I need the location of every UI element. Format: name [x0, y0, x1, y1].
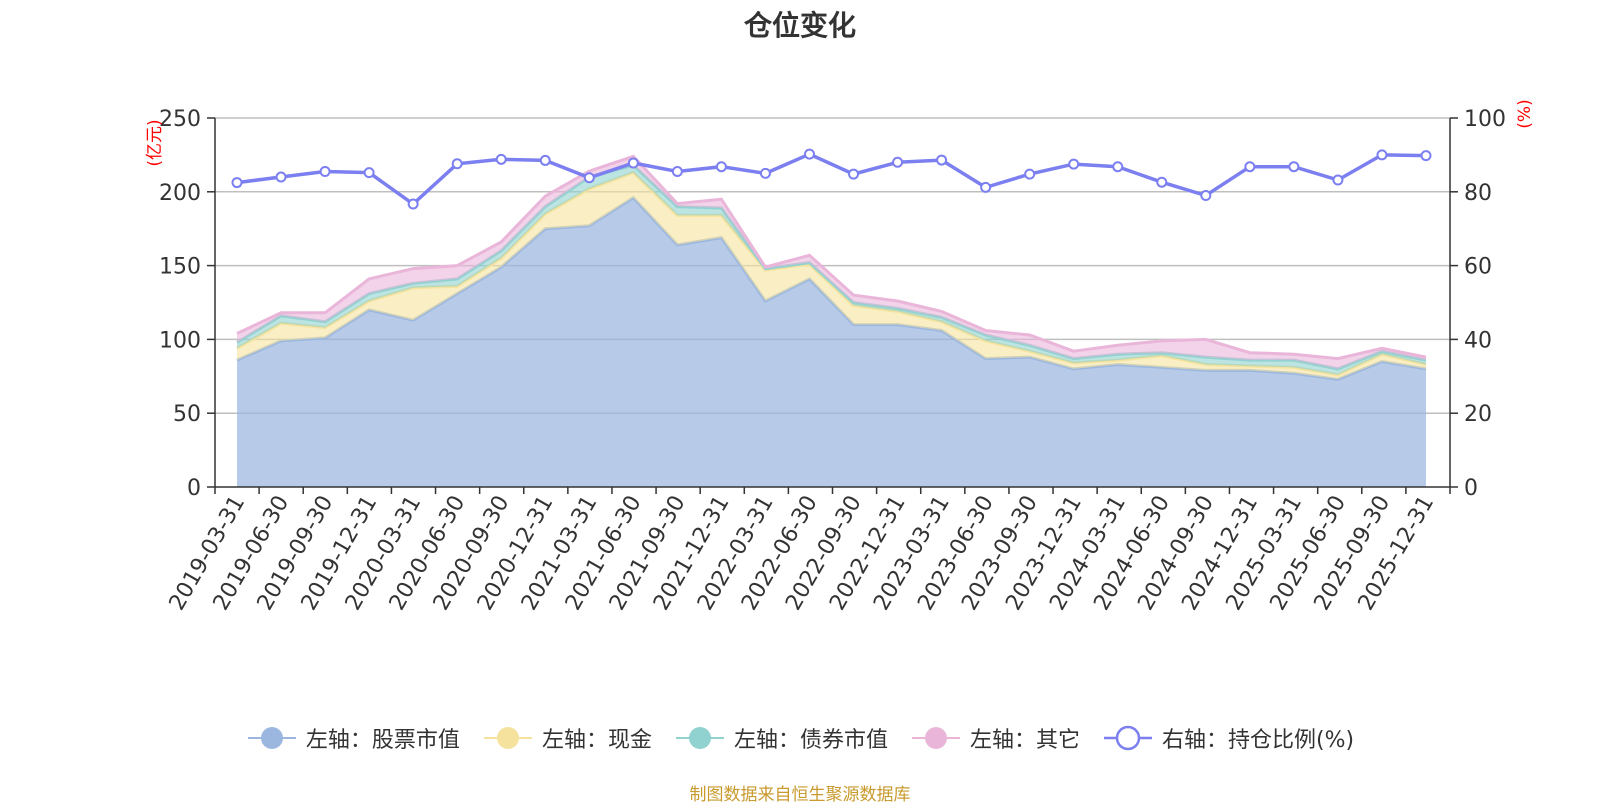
filled-circle-icon — [911, 727, 960, 749]
legend-item-stock[interactable]: 左轴：股票市值 — [246, 722, 460, 754]
right-unit-label: (%) — [1515, 99, 1535, 128]
legend-label: 左轴：现金 — [541, 728, 652, 753]
ratio-point — [980, 181, 992, 193]
ratio-point — [671, 166, 683, 178]
filled-circle-icon — [675, 727, 724, 749]
right-tick-label: 100 — [1464, 107, 1506, 132]
legend-label: 左轴：债券市值 — [733, 728, 888, 753]
left-tick-label: 50 — [173, 402, 201, 427]
ratio-point — [1332, 174, 1344, 186]
filled-circle-icon — [483, 727, 532, 749]
ratio-point — [539, 154, 551, 166]
ratio-point — [231, 177, 243, 189]
ratio-point — [892, 156, 904, 168]
ratio-point — [1288, 161, 1300, 173]
ratio-point — [1024, 168, 1036, 180]
right-tick-label: 20 — [1464, 402, 1492, 427]
ratio-line-path — [236, 152, 1427, 207]
right-tick-label: 80 — [1464, 181, 1492, 206]
left-tick-label: 250 — [159, 107, 201, 132]
left-tick-label: 100 — [159, 328, 201, 353]
ratio-point — [275, 171, 287, 183]
ratio-point — [1112, 161, 1124, 173]
ratio-point — [1244, 161, 1256, 173]
ratio-point — [803, 148, 815, 160]
ratio-point — [1068, 158, 1080, 170]
legend-label: 右轴：持仓比例(%) — [1161, 728, 1355, 753]
bond-area — [237, 165, 1426, 375]
stock-area — [237, 197, 1426, 487]
legend-label: 左轴：其它 — [969, 728, 1080, 753]
legend-item-cash[interactable]: 左轴：现金 — [482, 722, 652, 754]
ratio-point — [1420, 150, 1432, 162]
ratio-point — [1200, 189, 1212, 201]
ratio-point — [319, 166, 331, 178]
stacked-areas — [236, 154, 1427, 487]
ratio-point — [1376, 149, 1388, 161]
ratio-point — [936, 154, 948, 166]
ratio-point — [715, 161, 727, 173]
left-tick-label: 200 — [159, 181, 201, 206]
left-unit-label: (亿元) — [145, 119, 165, 166]
hollow-circle-icon — [1103, 725, 1152, 751]
ratio-point — [583, 172, 595, 184]
ratio-line — [231, 148, 1432, 210]
legend-item-bond[interactable]: 左轴：债券市值 — [674, 722, 888, 754]
other-edge — [236, 154, 1427, 361]
right-tick-label: 60 — [1464, 255, 1492, 280]
axes — [207, 117, 1458, 494]
ratio-point — [759, 167, 771, 179]
legend-label: 左轴：股票市值 — [305, 728, 460, 753]
legend-item-ratio[interactable]: 右轴：持仓比例(%) — [1102, 722, 1354, 754]
ratio-point — [1156, 176, 1168, 188]
chart-title: 仓位变化 — [743, 9, 856, 42]
ratio-point — [407, 198, 419, 210]
ratio-point — [627, 157, 639, 169]
legend-item-other[interactable]: 左轴：其它 — [910, 722, 1080, 754]
data-source-note: 制图数据来自恒生聚源数据库 — [689, 785, 911, 805]
ratio-point — [848, 168, 860, 180]
right-tick-label: 0 — [1464, 476, 1478, 501]
filled-circle-icon — [247, 727, 296, 749]
ratio-point — [451, 158, 463, 170]
ratio-point — [495, 153, 507, 165]
right-tick-label: 40 — [1464, 328, 1492, 353]
left-tick-label: 150 — [159, 255, 201, 280]
ratio-point — [363, 167, 375, 179]
position-change-chart: 0501001502002500204060801002019-03-31201… — [145, 99, 1535, 614]
legend: 左轴：股票市值 左轴：现金 左轴：债券市值 左轴：其它 右轴：持仓比例(%) — [0, 722, 1600, 754]
left-tick-label: 0 — [187, 476, 201, 501]
